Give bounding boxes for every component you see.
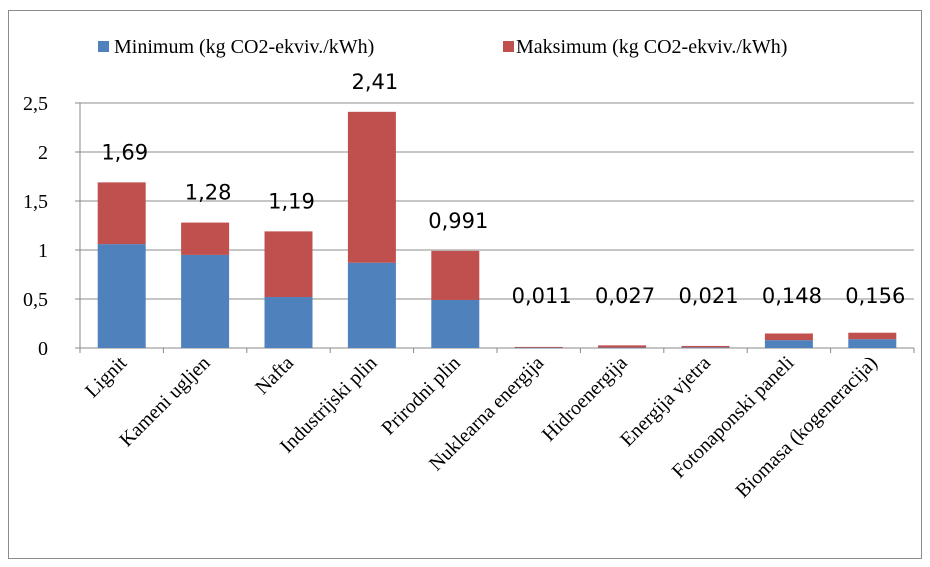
data-label: 0,021 xyxy=(678,284,738,308)
bar-maksimum xyxy=(97,182,146,245)
category-label: Nafta xyxy=(251,352,298,399)
legend-label-maksimum: Maksimum (kg CO2-ekviv./kWh) xyxy=(516,36,787,58)
data-label: 0,027 xyxy=(595,284,655,308)
bar-maksimum xyxy=(264,231,313,298)
category-label: Prirodni plin xyxy=(377,352,464,439)
data-label: 2,41 xyxy=(352,70,399,94)
y-tick-label: 0 xyxy=(38,338,48,360)
category-label: Lignit xyxy=(81,352,131,402)
y-tick-label: 1,5 xyxy=(23,191,48,213)
y-tick-label: 1 xyxy=(38,240,48,262)
y-axis-ticks: 0 0,5 1 1,5 2 2,5 xyxy=(23,93,48,360)
data-label: 0,991 xyxy=(428,209,488,233)
data-label: 1,28 xyxy=(185,181,232,205)
data-label: 0,011 xyxy=(512,284,572,308)
category-label: Biomasa (kogeneracija) xyxy=(732,352,882,502)
legend-label-minimum: Minimum (kg CO2-ekviv./kWh) xyxy=(114,36,374,58)
bar-minimum xyxy=(598,347,647,349)
bar-minimum xyxy=(514,347,563,349)
bar-maksimum xyxy=(514,346,563,348)
bar-minimum xyxy=(347,262,396,348)
bar-maksimum xyxy=(598,345,647,348)
category-label: Hidroenergija xyxy=(538,352,632,446)
bar-minimum xyxy=(431,299,480,348)
y-tick-label: 0,5 xyxy=(23,289,48,311)
y-tick-label: 2,5 xyxy=(23,93,48,115)
legend: Minimum (kg CO2-ekviv./kWh) Maksimum (kg… xyxy=(98,36,787,58)
data-label: 1,19 xyxy=(268,189,315,213)
y-tick-label: 2 xyxy=(38,142,48,164)
bar-minimum xyxy=(848,339,897,348)
bar-minimum xyxy=(681,347,730,349)
data-label: 0,156 xyxy=(845,284,905,308)
bar-minimum xyxy=(181,254,230,348)
data-label: 0,148 xyxy=(762,284,822,308)
bar-minimum xyxy=(97,244,146,348)
data-label: 1,69 xyxy=(101,140,148,164)
bar-minimum xyxy=(264,297,313,348)
legend-swatch-maksimum xyxy=(503,41,514,52)
legend-swatch-minimum xyxy=(98,41,109,52)
bars xyxy=(97,111,897,349)
bar-maksimum xyxy=(347,111,396,263)
data-labels: 1,69 1,28 1,19 2,41 0,991 0,011 0,027 0,021 0,14… xyxy=(101,70,905,308)
bar-maksimum xyxy=(431,250,480,300)
bar-maksimum xyxy=(681,345,730,348)
bar-maksimum xyxy=(848,332,897,340)
bar-maksimum xyxy=(764,333,813,341)
bar-maksimum xyxy=(181,222,230,255)
bar-minimum xyxy=(764,340,813,348)
